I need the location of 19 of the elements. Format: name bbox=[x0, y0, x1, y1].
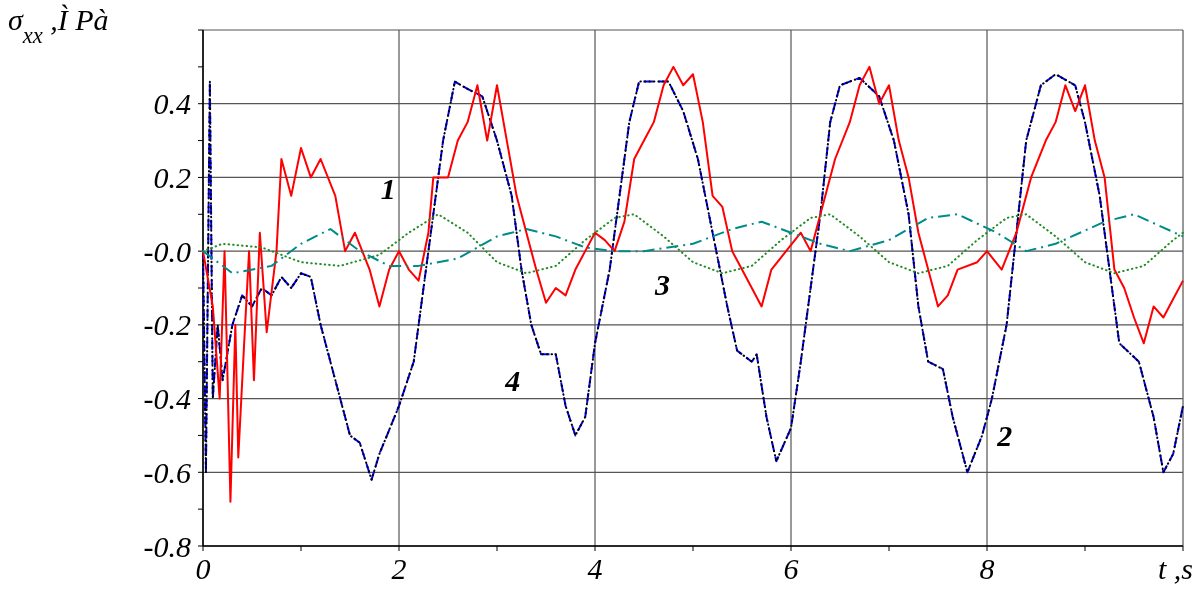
y-tick-label: -0.0 bbox=[143, 234, 191, 268]
x-tick-label: 8 bbox=[979, 552, 995, 585]
y-tick-label: -0.2 bbox=[143, 308, 191, 342]
y-tick-label: -0.6 bbox=[143, 455, 191, 489]
series-label: 4 bbox=[504, 363, 521, 397]
x-tick-label: 0 bbox=[195, 552, 211, 585]
x-tick-label: 6 bbox=[783, 552, 799, 585]
x-tick-label: 4 bbox=[587, 552, 603, 585]
x-axis-title: t ,s bbox=[1157, 552, 1193, 585]
series-label: 3 bbox=[654, 267, 671, 301]
y-axis-title: σ$_{xx}$ ,Ì Pà bbox=[8, 3, 109, 48]
y-tick-label: 0.4 bbox=[153, 87, 191, 121]
series-label: 1 bbox=[380, 171, 396, 205]
y-tick-label: -0.8 bbox=[143, 529, 191, 563]
line-series bbox=[202, 213, 1184, 275]
series-label: 2 bbox=[996, 418, 1013, 452]
y-tick-label: -0.4 bbox=[143, 382, 191, 416]
y-tick-label: 0.2 bbox=[153, 160, 191, 194]
x-tick-label: 2 bbox=[391, 552, 407, 585]
